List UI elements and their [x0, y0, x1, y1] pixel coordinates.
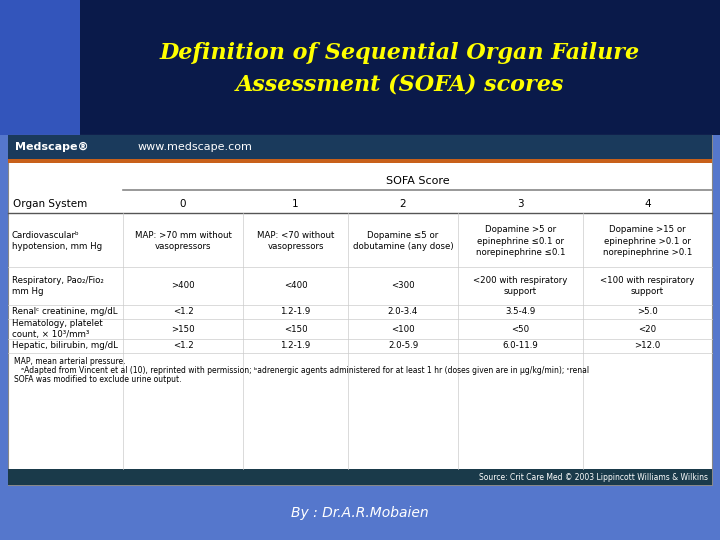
FancyBboxPatch shape — [0, 0, 80, 135]
Text: 6.0-11.9: 6.0-11.9 — [503, 341, 539, 350]
Text: Respiratory, Pao₂/Fio₂
mm Hg: Respiratory, Pao₂/Fio₂ mm Hg — [12, 276, 104, 296]
Text: SOFA Score: SOFA Score — [386, 176, 449, 186]
Text: <50: <50 — [511, 325, 530, 334]
Text: www.medscape.com: www.medscape.com — [138, 142, 253, 152]
FancyBboxPatch shape — [0, 0, 720, 135]
Text: MAP, mean arterial pressure.: MAP, mean arterial pressure. — [14, 357, 125, 366]
Text: 1: 1 — [292, 199, 299, 209]
Text: MAP: <70 without
vasopressors: MAP: <70 without vasopressors — [257, 231, 334, 251]
Text: 2.0-5.9: 2.0-5.9 — [388, 341, 418, 350]
Text: 4: 4 — [644, 199, 651, 209]
Text: >5.0: >5.0 — [637, 307, 658, 316]
Text: Renalᶜ creatinine, mg/dL: Renalᶜ creatinine, mg/dL — [12, 307, 117, 316]
Text: Dopamine >15 or
epinephrine >0.1 or
norepinephrine >0.1: Dopamine >15 or epinephrine >0.1 or nore… — [603, 225, 692, 256]
Text: 3.5-4.9: 3.5-4.9 — [505, 307, 536, 316]
Text: >12.0: >12.0 — [634, 341, 661, 350]
FancyBboxPatch shape — [8, 135, 712, 485]
Text: MAP: >70 mm without
vasopressors: MAP: >70 mm without vasopressors — [135, 231, 231, 251]
Text: 1.2-1.9: 1.2-1.9 — [280, 307, 310, 316]
Text: >400: >400 — [171, 281, 195, 291]
Text: Hematology, platelet
count, × 10³/mm³: Hematology, platelet count, × 10³/mm³ — [12, 319, 103, 339]
Text: >150: >150 — [171, 325, 195, 334]
Text: 2.0-3.4: 2.0-3.4 — [388, 307, 418, 316]
Text: Assessment (SOFA) scores: Assessment (SOFA) scores — [236, 74, 564, 96]
Text: 1.2-1.9: 1.2-1.9 — [280, 341, 310, 350]
Text: <1.2: <1.2 — [173, 307, 194, 316]
Text: Medscape®: Medscape® — [15, 142, 89, 152]
Text: SOFA was modified to exclude urine output.: SOFA was modified to exclude urine outpu… — [14, 375, 181, 384]
Text: <100: <100 — [391, 325, 415, 334]
FancyBboxPatch shape — [8, 469, 712, 485]
Text: 0: 0 — [180, 199, 186, 209]
Text: 3: 3 — [517, 199, 524, 209]
Text: <100 with respiratory
support: <100 with respiratory support — [600, 276, 695, 296]
Text: By : Dr.A.R.Mobaien: By : Dr.A.R.Mobaien — [291, 506, 429, 520]
FancyBboxPatch shape — [8, 159, 712, 163]
Text: <20: <20 — [639, 325, 657, 334]
Text: Hepatic, bilirubin, mg/dL: Hepatic, bilirubin, mg/dL — [12, 341, 118, 350]
Text: 2: 2 — [400, 199, 406, 209]
Text: <200 with respiratory
support: <200 with respiratory support — [473, 276, 567, 296]
Text: Dopamine ≤5 or
dobutamine (any dose): Dopamine ≤5 or dobutamine (any dose) — [353, 231, 454, 251]
Text: ᵃAdapted from Vincent et al (10), reprinted with permission; ᵇadrenergic agents : ᵃAdapted from Vincent et al (10), reprin… — [14, 366, 589, 375]
Text: Definition of Sequential Organ Failure: Definition of Sequential Organ Failure — [160, 42, 640, 64]
Text: <400: <400 — [284, 281, 307, 291]
Text: Cardiovascularᵇ
hypotension, mm Hg: Cardiovascularᵇ hypotension, mm Hg — [12, 231, 102, 251]
Text: Dopamine >5 or
epinephrine ≤0.1 or
norepinephrine ≤0.1: Dopamine >5 or epinephrine ≤0.1 or norep… — [476, 225, 565, 256]
Text: Organ System: Organ System — [13, 199, 87, 209]
Text: <300: <300 — [391, 281, 415, 291]
Text: <1.2: <1.2 — [173, 341, 194, 350]
FancyBboxPatch shape — [8, 135, 712, 159]
Text: <150: <150 — [284, 325, 307, 334]
Text: Source: Crit Care Med © 2003 Lippincott Williams & Wilkins: Source: Crit Care Med © 2003 Lippincott … — [479, 472, 708, 482]
